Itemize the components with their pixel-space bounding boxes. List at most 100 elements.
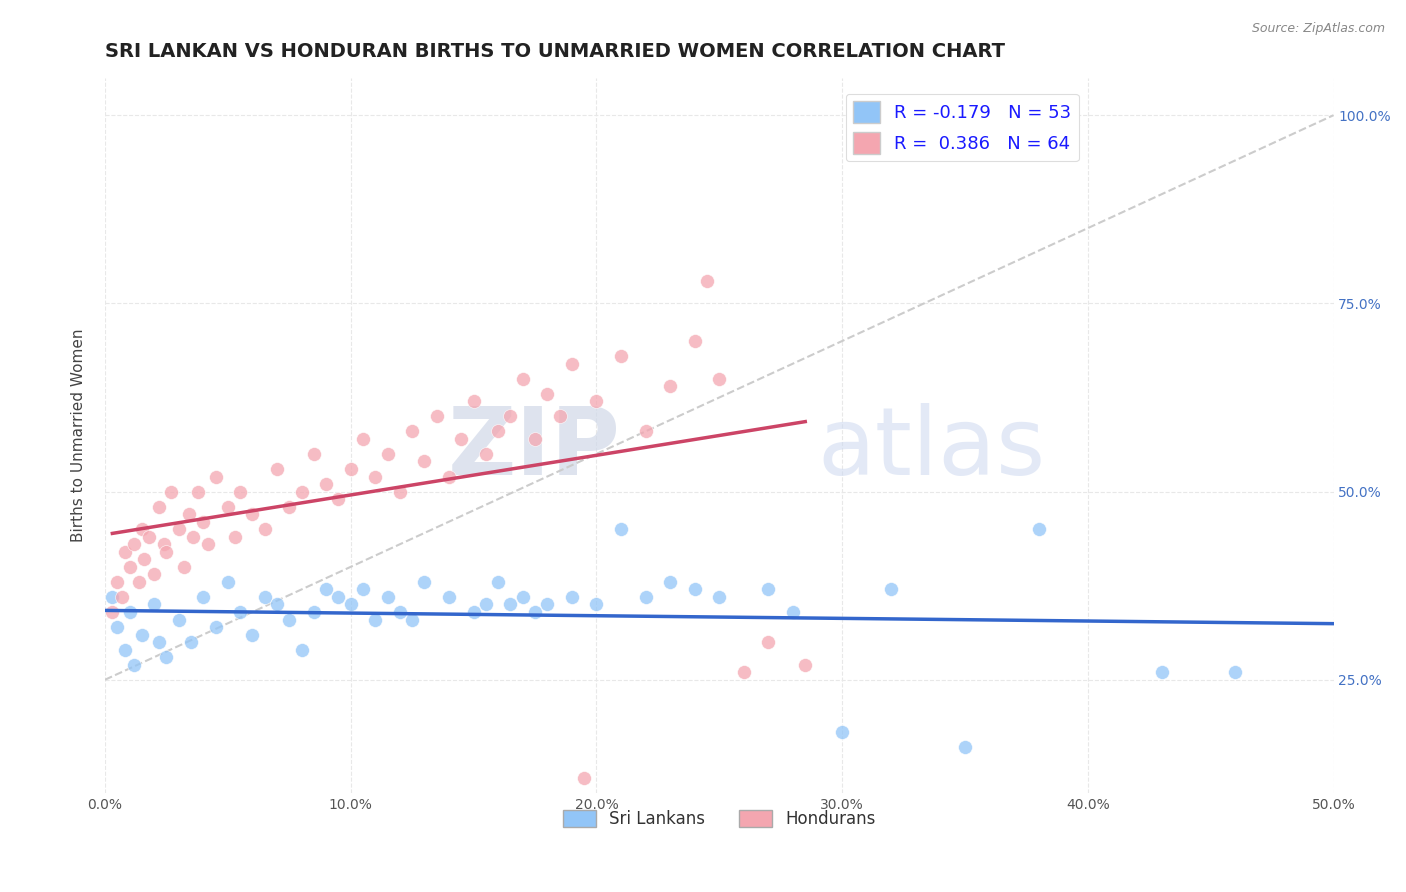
Point <box>463 394 485 409</box>
Point <box>437 590 460 604</box>
Point <box>197 537 219 551</box>
Point <box>610 522 633 536</box>
Point <box>364 613 387 627</box>
Point <box>1150 665 1173 680</box>
Point <box>1028 522 1050 536</box>
Point <box>388 605 411 619</box>
Point <box>229 605 252 619</box>
Point <box>187 484 209 499</box>
Point <box>475 598 498 612</box>
Point <box>572 771 595 785</box>
Point <box>229 484 252 499</box>
Point <box>377 447 399 461</box>
Text: Source: ZipAtlas.com: Source: ZipAtlas.com <box>1251 22 1385 36</box>
Point <box>101 605 124 619</box>
Point <box>536 598 558 612</box>
Point <box>328 590 350 604</box>
Point <box>105 620 128 634</box>
Point <box>709 590 731 604</box>
Point <box>160 484 183 499</box>
Point <box>1225 665 1247 680</box>
Point <box>266 462 288 476</box>
Point <box>831 725 853 739</box>
Point <box>512 372 534 386</box>
Point <box>523 432 546 446</box>
Point <box>953 740 976 755</box>
Point <box>782 605 804 619</box>
Point <box>475 447 498 461</box>
Point <box>204 620 226 634</box>
Point <box>339 462 361 476</box>
Point <box>124 537 146 551</box>
Point <box>290 642 312 657</box>
Point <box>426 409 449 424</box>
Point <box>512 590 534 604</box>
Point <box>167 613 190 627</box>
Point <box>659 379 682 393</box>
Point <box>315 582 337 597</box>
Point <box>155 650 177 665</box>
Point <box>242 627 264 641</box>
Point <box>315 477 337 491</box>
Point <box>183 530 205 544</box>
Point <box>634 590 657 604</box>
Point <box>177 507 200 521</box>
Point <box>167 522 190 536</box>
Text: ZIP: ZIP <box>449 403 621 495</box>
Point <box>242 507 264 521</box>
Point <box>377 590 399 604</box>
Point <box>634 425 657 439</box>
Point <box>143 567 166 582</box>
Point <box>450 432 472 446</box>
Text: SRI LANKAN VS HONDURAN BIRTHS TO UNMARRIED WOMEN CORRELATION CHART: SRI LANKAN VS HONDURAN BIRTHS TO UNMARRI… <box>105 42 1005 61</box>
Point <box>217 500 239 514</box>
Point <box>278 613 301 627</box>
Point <box>253 522 276 536</box>
Point <box>486 425 509 439</box>
Point <box>561 357 583 371</box>
Point <box>138 530 160 544</box>
Point <box>388 484 411 499</box>
Point <box>105 574 128 589</box>
Point <box>548 409 571 424</box>
Point <box>709 372 731 386</box>
Point <box>328 492 350 507</box>
Point <box>463 605 485 619</box>
Point <box>794 657 817 672</box>
Point <box>278 500 301 514</box>
Point <box>290 484 312 499</box>
Point <box>118 605 141 619</box>
Point <box>143 598 166 612</box>
Point <box>180 635 202 649</box>
Point <box>683 582 706 597</box>
Point <box>224 530 246 544</box>
Point <box>266 598 288 612</box>
Point <box>339 598 361 612</box>
Point <box>114 642 136 657</box>
Point <box>352 432 374 446</box>
Point <box>486 574 509 589</box>
Y-axis label: Births to Unmarried Women: Births to Unmarried Women <box>72 328 86 541</box>
Point <box>499 598 522 612</box>
Point <box>173 559 195 574</box>
Point <box>413 574 436 589</box>
Point <box>758 635 780 649</box>
Point <box>523 605 546 619</box>
Point <box>401 613 423 627</box>
Point <box>124 657 146 672</box>
Point <box>585 598 607 612</box>
Point <box>118 559 141 574</box>
Point <box>153 537 176 551</box>
Point <box>302 447 325 461</box>
Point <box>131 522 153 536</box>
Point <box>880 582 903 597</box>
Point <box>683 334 706 348</box>
Point <box>610 349 633 363</box>
Legend: Sri Lankans, Hondurans: Sri Lankans, Hondurans <box>555 803 883 834</box>
Point <box>401 425 423 439</box>
Point <box>302 605 325 619</box>
Point <box>193 515 215 529</box>
Point <box>101 590 124 604</box>
Point <box>114 545 136 559</box>
Point <box>128 574 150 589</box>
